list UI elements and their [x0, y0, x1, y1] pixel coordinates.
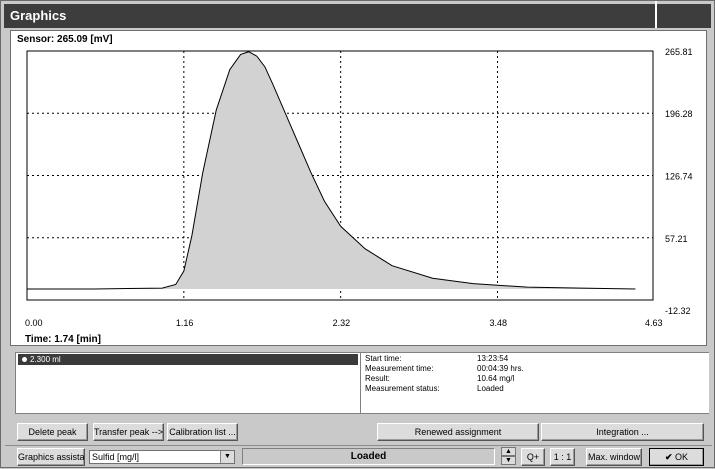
zoom-in-button[interactable]: Q+: [521, 448, 545, 466]
status-value: Loaded: [477, 384, 504, 393]
y-tick-label: -12.32: [665, 306, 691, 316]
status-label: Measurement status:: [365, 384, 440, 393]
status-field: Loaded: [242, 448, 495, 465]
transfer-peak-button[interactable]: Transfer peak -->: [93, 423, 164, 441]
integration-button[interactable]: Integration ...: [541, 423, 704, 441]
window-title: Graphics: [4, 4, 711, 28]
renew-assignment-button[interactable]: Renewed assignment: [377, 423, 539, 441]
sample-list[interactable]: 2.300 ml: [16, 353, 359, 413]
measurement-time-value: 00:04:39 hrs.: [477, 364, 524, 373]
delete-peak-button[interactable]: Delete peak: [17, 423, 88, 441]
x-tick-label: 3.48: [490, 318, 508, 328]
ok-button[interactable]: ✔ OK: [649, 448, 704, 466]
start-time-value: 13:23:54: [477, 354, 509, 363]
title-divider: [655, 1, 657, 28]
calibration-list-button[interactable]: Calibration list ...: [167, 423, 238, 441]
spin-down-icon[interactable]: ▼: [501, 456, 516, 465]
graph-panel[interactable]: [10, 30, 707, 346]
parameter-select[interactable]: Sulfid [mg/l] ▼: [89, 450, 235, 464]
zoom-in-icon: Q+: [526, 452, 540, 462]
y-tick-label: 57.21: [665, 234, 688, 244]
list-item[interactable]: 2.300 ml: [18, 354, 358, 365]
chevron-down-icon[interactable]: ▼: [220, 451, 234, 463]
y-tick-label: 196.28: [665, 109, 693, 119]
result-label: Result:: [365, 374, 390, 383]
ratio-button[interactable]: 1 : 1: [550, 448, 575, 466]
result-value: 10.64 mg/l: [477, 374, 515, 383]
x-tick-label: 1.16: [176, 318, 194, 328]
peak-curve: [27, 51, 636, 290]
spin-up-icon[interactable]: ▲: [501, 447, 516, 456]
spin-control[interactable]: ▲ ▼: [501, 447, 516, 466]
parameter-select-value: Sulfid [mg/l]: [92, 452, 140, 462]
sensor-readout: Sensor: 265.09 [mV]: [17, 34, 113, 45]
check-icon: ✔: [664, 452, 673, 462]
max-window-button[interactable]: Max. window: [586, 448, 642, 466]
ok-label: OK: [675, 452, 689, 462]
y-tick-label: 265.81: [665, 47, 693, 57]
start-time-label: Start time:: [365, 354, 402, 363]
separator: [5, 445, 712, 446]
x-tick-label: 4.63: [645, 318, 663, 328]
x-tick-label: 0.00: [25, 318, 43, 328]
sample-volume: 2.300 ml: [30, 355, 61, 364]
measurement-time-label: Measurement time:: [365, 364, 434, 373]
peak-area: [27, 51, 636, 289]
measurement-info: Start time: 13:23:54 Measurement time: 0…: [360, 353, 709, 413]
y-tick-label: 126.74: [665, 172, 693, 182]
x-tick-label: 2.32: [333, 318, 351, 328]
time-readout: Time: 1.74 [min]: [25, 334, 101, 345]
graphics-assistant-button[interactable]: Graphics assistant: [17, 448, 85, 466]
bullet-icon: [22, 357, 27, 363]
